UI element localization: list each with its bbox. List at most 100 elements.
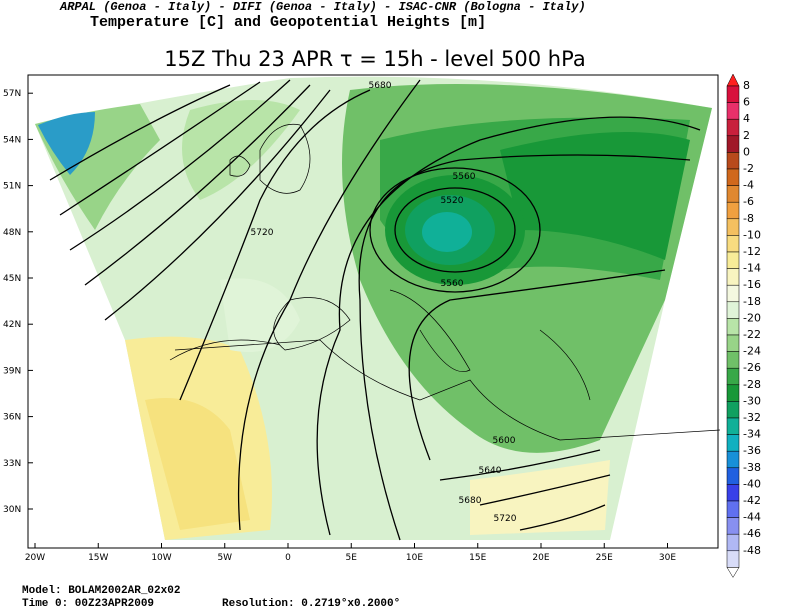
lat-tick-label: 42N: [3, 320, 21, 330]
colorbar-label: -20: [743, 311, 761, 324]
colorbar-box: [726, 152, 740, 170]
colorbar-label: -6: [743, 195, 754, 208]
colorbar-label: 8: [743, 79, 750, 92]
colorbar-box: [726, 284, 740, 303]
header-credits: ARPAL (Genoa - Italy) - DIFI (Genoa - It…: [59, 0, 586, 14]
colorbar-label: -8: [743, 212, 754, 225]
colorbar-box: [726, 102, 740, 120]
contour-label: 5520: [441, 196, 464, 206]
contour-label: 5640: [479, 466, 502, 476]
lat-tick-label: 54N: [3, 135, 21, 145]
lat-tick-label: 57N: [3, 89, 21, 99]
colorbar-label: -48: [743, 544, 761, 557]
contour-label: 5720: [251, 228, 274, 238]
colorbar-box: [726, 550, 740, 568]
colorbar-box: [726, 467, 740, 485]
coastlines: [169, 123, 721, 441]
colorbar-box: [726, 417, 740, 435]
colorbar-box: [726, 450, 740, 469]
colorbar-arrow-top: [726, 73, 740, 87]
colorbar-box: [726, 367, 740, 386]
colorbar-label: -36: [743, 444, 761, 457]
colorbar-box: [726, 85, 740, 103]
colorbar-box: [726, 334, 740, 352]
colorbar-label: -30: [743, 394, 761, 407]
colorbar-label: -26: [743, 361, 761, 374]
lat-tick-label: 33N: [3, 459, 21, 469]
colorbar-label: -44: [743, 511, 761, 524]
colorbar-label: 2: [743, 129, 750, 142]
lat-tick-label: 30N: [3, 505, 21, 515]
footer-model: Model: BOLAM2002AR_02x02: [22, 585, 180, 597]
colorbar-box: [726, 401, 740, 419]
colorbar-box: [726, 218, 740, 236]
colorbar-box: [726, 484, 740, 502]
frame: [27, 74, 719, 549]
colorbar-box: [726, 500, 740, 518]
colorbar-label: 4: [743, 112, 750, 125]
contour-label: 5680: [369, 81, 392, 91]
colorbar-box: [726, 351, 740, 369]
map-title: 15Z Thu 23 APR τ = 15h - level 500 hPa: [164, 47, 585, 71]
colorbar-box: [726, 384, 740, 402]
lon-tick-label: 0: [285, 553, 291, 563]
colorbar-label: -22: [743, 328, 761, 341]
colorbar-label: -32: [743, 411, 761, 424]
colorbar-box: [726, 118, 740, 137]
colorbar-label: -40: [743, 477, 761, 490]
colorbar-label: -2: [743, 162, 754, 175]
lon-tick-label: 10E: [406, 553, 423, 563]
height-contours: [49, 79, 701, 541]
colorbar-box: [726, 135, 740, 153]
contour-label: 5560: [441, 279, 464, 289]
lat-tick-label: 48N: [3, 228, 21, 238]
lon-tick-label: 5E: [346, 553, 358, 563]
colorbar-label: 0: [743, 145, 750, 158]
colorbar-label: -18: [743, 295, 761, 308]
colorbar-label: -38: [743, 461, 761, 474]
lon-tick-label: 25E: [596, 553, 613, 563]
lat-tick-label: 39N: [3, 366, 21, 376]
colorbar-label: -12: [743, 245, 761, 258]
lon-tick-label: 20E: [532, 553, 549, 563]
lon-tick-label: 20W: [25, 553, 45, 563]
contour-label: 5600: [493, 436, 516, 446]
contour-label: 5720: [494, 514, 517, 524]
colorbar-label: -46: [743, 527, 761, 540]
colorbar-label: -24: [743, 345, 761, 358]
colorbar-box: [726, 517, 740, 535]
colorbar-label: -14: [743, 262, 761, 275]
lat-tick-label: 36N: [3, 413, 21, 423]
contour-label: 5680: [459, 496, 482, 506]
colorbar-label: -4: [743, 179, 754, 192]
footer-time: Time 0: 00Z23APR2009: [22, 598, 154, 610]
colorbar-box: [726, 168, 740, 186]
colorbar-label: -16: [743, 278, 761, 291]
lat-tick-label: 45N: [3, 274, 21, 284]
colorbar-box: [726, 251, 740, 269]
colorbar-box: [726, 201, 740, 220]
colorbar-label: 6: [743, 96, 750, 109]
contour-label: 5560: [453, 172, 476, 182]
colorbar-label: -10: [743, 228, 761, 241]
lon-tick-label: 30E: [659, 553, 676, 563]
colorbar-arrow-bottom: [726, 567, 740, 578]
lat-tick-label: 51N: [3, 182, 21, 192]
colorbar-label: -28: [743, 378, 761, 391]
footer-resolution: Resolution: 0.2719°x0.2000°: [222, 598, 400, 610]
colorbar-box: [726, 318, 740, 336]
colorbar-box: [726, 268, 740, 286]
colorbar-label: -42: [743, 494, 761, 507]
temperature-field: [35, 76, 712, 540]
lon-tick-label: 5W: [217, 553, 232, 563]
colorbar-box: [726, 301, 740, 319]
colorbar-box: [726, 185, 740, 203]
colorbar-box: [726, 533, 740, 552]
lon-tick-label: 10W: [151, 553, 171, 563]
colorbar-label: -34: [743, 428, 761, 441]
lon-tick-label: 15W: [88, 553, 108, 563]
colorbar-box: [726, 434, 740, 452]
colorbar-box: [726, 235, 740, 253]
lon-tick-label: 15E: [469, 553, 486, 563]
